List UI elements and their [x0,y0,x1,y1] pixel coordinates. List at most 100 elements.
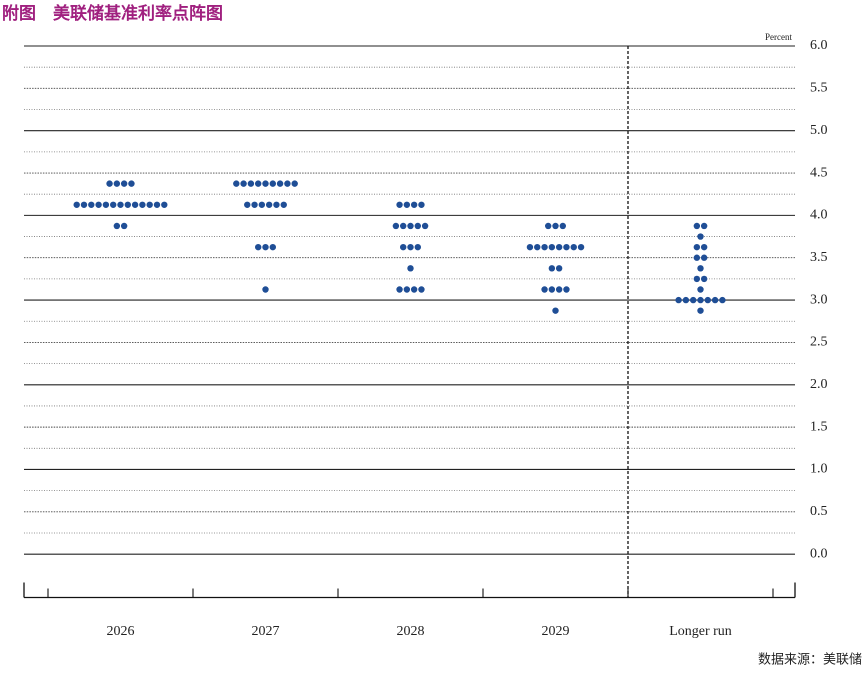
dot [693,254,701,261]
dot [541,243,548,251]
dot [697,233,704,240]
dot [124,201,131,208]
dot [697,296,704,304]
dot [73,201,80,208]
dot [113,222,121,230]
dot [273,201,280,208]
x-tick-label: 2026 [107,624,135,639]
dot [407,222,414,230]
dot [396,201,403,208]
x-tick-label: 2028 [397,624,425,639]
dot [284,180,291,187]
dot [392,222,400,230]
dot [541,286,548,293]
dot [262,243,269,251]
dot [700,243,708,251]
dot [559,222,566,230]
dot [280,201,287,208]
x-tick-label: Longer run [669,624,732,639]
dot [410,286,418,293]
dot [697,286,704,293]
dot [704,296,711,304]
dot [690,296,697,304]
dot [711,296,719,304]
dot [403,201,411,208]
dot [693,243,701,251]
dot [400,222,407,230]
dot [161,201,168,208]
dot [258,201,266,208]
x-tick-label: 2027 [252,624,280,639]
y-tick-label: 0.5 [810,504,828,519]
dot [251,201,258,208]
dot [700,222,708,230]
dot [700,275,708,283]
dot [697,265,704,272]
dot [120,180,128,187]
dot [269,180,276,187]
y-tick-label: 0.0 [810,546,828,561]
y-tick-label: 5.5 [810,81,828,96]
dot [548,243,556,251]
dot [110,201,117,208]
dot [131,201,139,208]
dot [548,265,556,272]
dot [400,243,407,251]
y-tick-label: 5.0 [810,123,828,138]
dot [233,180,240,187]
dot [414,222,421,230]
y-tick-label: 2.5 [810,335,828,350]
dot [276,180,284,187]
chart-title: 附图 美联储基准利率点阵图 [2,3,223,24]
dot [719,296,726,304]
dot [407,265,414,272]
unit-label: Percent [765,32,792,42]
y-tick-label: 6.0 [810,38,828,53]
dot [95,201,102,208]
y-tick-label: 3.5 [810,250,828,265]
dot [255,180,262,187]
dot [410,201,418,208]
dot [414,243,421,251]
dot [153,201,161,208]
dot [548,286,556,293]
dot [418,286,425,293]
dot [117,201,124,208]
dot [262,180,269,187]
dot [545,222,552,230]
dot [407,243,414,251]
dot [106,180,113,187]
dot [265,201,273,208]
dot [120,222,128,230]
source-note: 数据来源：美联储 [758,653,862,668]
dot [88,201,95,208]
dot [697,307,704,314]
dot [102,201,110,208]
y-tick-label: 4.0 [810,208,828,223]
dot [682,296,690,304]
dot [555,265,563,272]
dot [80,201,88,208]
dot [255,243,262,251]
dot [403,286,411,293]
dot [269,243,276,251]
dot [418,201,425,208]
y-tick-label: 1.0 [810,462,828,477]
dot [555,243,563,251]
y-tick-label: 1.5 [810,419,828,434]
dot [675,296,682,304]
dot [552,307,559,314]
dot [563,286,570,293]
dot [570,243,577,251]
dot [555,286,563,293]
dot [247,180,255,187]
dot [577,243,585,251]
x-tick-label: 2029 [542,624,570,639]
dot [552,222,559,230]
dot [693,275,701,283]
dot [113,180,121,187]
dot [128,180,135,187]
dot [291,180,298,187]
dot [563,243,570,251]
dot [693,222,701,230]
